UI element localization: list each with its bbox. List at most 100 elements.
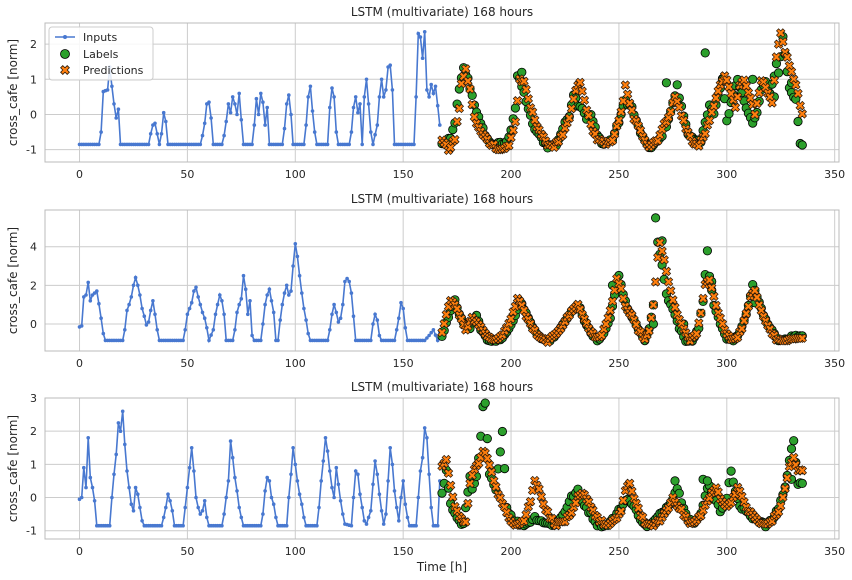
label-point	[724, 109, 734, 119]
prediction-point	[788, 452, 799, 463]
input-point	[92, 499, 97, 503]
input-point	[79, 495, 84, 500]
input-point	[112, 472, 116, 477]
label-point	[482, 433, 492, 444]
input-point	[189, 446, 194, 450]
input-point	[220, 299, 224, 303]
input-point	[422, 426, 427, 430]
prediction-point	[568, 94, 579, 104]
prediction-point	[665, 285, 676, 296]
input-point	[153, 312, 157, 317]
prediction-point	[786, 66, 797, 77]
prediction-point	[521, 509, 531, 520]
prediction-point	[713, 487, 723, 497]
input-point	[325, 449, 330, 453]
input-point	[373, 132, 377, 137]
prediction-point	[739, 315, 749, 326]
label-point	[702, 246, 713, 256]
input-point	[198, 302, 203, 307]
label-point	[497, 426, 507, 437]
y-tick-label: 0	[30, 318, 37, 331]
input-point	[414, 95, 418, 99]
prediction-point	[564, 113, 575, 123]
input-point	[97, 142, 101, 147]
input-point	[183, 328, 187, 332]
input-point	[267, 287, 272, 292]
series-group	[77, 213, 808, 348]
input-point	[107, 523, 112, 528]
x-tick-label: 0	[76, 168, 83, 181]
input-point	[235, 112, 239, 117]
prediction-point	[460, 517, 471, 527]
input-point	[338, 316, 343, 321]
label-point	[748, 74, 758, 84]
x-tick-label: 150	[393, 357, 414, 370]
input-point	[425, 336, 429, 340]
prediction-point	[618, 495, 628, 506]
input-point	[196, 505, 200, 510]
input-point	[297, 492, 302, 497]
x-tick-label: 100	[285, 357, 306, 370]
input-point	[330, 312, 334, 317]
input-point	[438, 123, 442, 127]
input-point	[230, 95, 235, 99]
input-point	[302, 306, 306, 311]
input-point	[164, 119, 168, 124]
input-point	[375, 123, 380, 127]
input-point	[125, 469, 129, 473]
input-point	[131, 509, 136, 513]
input-point	[237, 505, 241, 510]
input-point	[110, 84, 114, 89]
input-point	[222, 512, 226, 516]
input-point	[427, 472, 431, 477]
predictions-series	[437, 446, 808, 531]
input-point	[228, 439, 233, 443]
input-point	[341, 302, 345, 307]
input-point	[349, 291, 354, 295]
input-point	[325, 142, 330, 147]
input-point	[220, 142, 224, 147]
input-point	[289, 289, 293, 293]
input-point	[127, 302, 131, 307]
input-point	[250, 142, 254, 147]
input-point	[315, 523, 319, 528]
input-point	[237, 302, 241, 307]
input-point	[97, 301, 101, 306]
input-point	[120, 338, 125, 343]
input-point	[110, 495, 114, 500]
input-point	[153, 121, 157, 126]
prediction-point	[624, 98, 635, 108]
input-point	[84, 485, 88, 490]
input-point	[308, 84, 313, 89]
input-point	[358, 102, 362, 106]
input-point	[328, 469, 332, 473]
input-point	[185, 485, 190, 490]
input-point	[343, 279, 347, 284]
chart-title: LSTM (multivariate) 168 hours	[351, 192, 533, 206]
legend-inputs-marker	[63, 35, 67, 39]
input-point	[161, 110, 166, 115]
input-point	[321, 459, 326, 463]
input-point	[435, 338, 440, 343]
input-point	[99, 130, 103, 134]
prediction-point	[566, 103, 577, 114]
input-point	[373, 312, 377, 317]
input-point	[213, 312, 218, 317]
input-point	[323, 436, 328, 440]
input-point	[351, 495, 356, 500]
input-point	[300, 291, 304, 295]
prediction-point	[797, 333, 808, 343]
input-point	[306, 331, 311, 336]
series-group	[77, 398, 808, 532]
input-point	[310, 109, 315, 113]
prediction-point	[439, 318, 449, 329]
input-point	[330, 86, 334, 90]
series-group	[77, 28, 808, 156]
label-point	[797, 478, 807, 488]
input-point	[222, 312, 226, 317]
prediction-point	[603, 313, 613, 323]
prediction-point	[793, 88, 803, 99]
input-point	[142, 314, 147, 319]
label-point	[789, 436, 799, 446]
input-point	[403, 326, 408, 330]
